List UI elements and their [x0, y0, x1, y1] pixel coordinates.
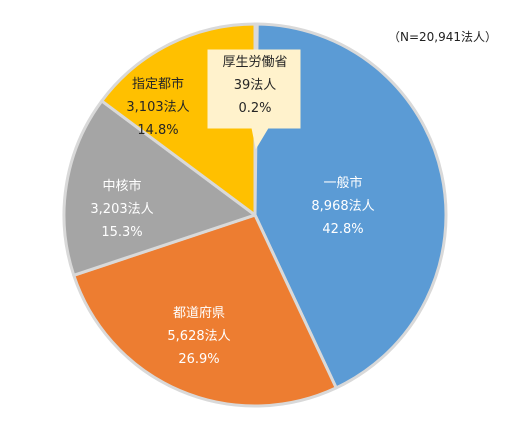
label-name-core-city: 中核市 [102, 178, 141, 194]
callout-box [207, 49, 301, 150]
label-value-mhlw: 39法人 [234, 78, 277, 93]
label-percent-core-city: 15.3% [101, 225, 142, 240]
slice-core-city [62, 99, 257, 277]
slice-prefecture [72, 213, 338, 408]
label-percent-prefecture: 26.9% [178, 352, 219, 367]
label-value-prefecture: 5,628法人 [167, 329, 230, 344]
slice-general-city [253, 22, 448, 390]
label-name-general-city: 一般市 [323, 175, 362, 191]
slice-labels: 厚生労働省 39法人 0.2% 一般市 8,968法人 42.8% 都道府県 5,628法人 2… [90, 49, 375, 367]
label-percent-general-city: 42.8% [322, 222, 363, 237]
data-label-mhlw: 厚生労働省 39法人 0.2% [207, 49, 301, 150]
pie-slices [62, 22, 448, 408]
label-name-mhlw: 厚生労働省 [222, 55, 287, 70]
label-value-core-city: 3,203法人 [90, 202, 153, 217]
label-name-designated-city: 指定都市 [132, 76, 184, 92]
label-value-general-city: 8,968法人 [311, 199, 374, 214]
data-label-prefecture: 都道府県 5,628法人 26.9% [167, 306, 230, 367]
data-label-general-city: 一般市 8,968法人 42.8% [311, 175, 374, 237]
data-label-designated-city: 指定都市 3,103法人 14.8% [126, 76, 189, 138]
label-name-prefecture: 都道府県 [173, 306, 225, 321]
label-value-designated-city: 3,103法人 [126, 100, 189, 115]
label-percent-designated-city: 14.8% [137, 123, 178, 138]
data-label-core-city: 中核市 3,203法人 15.3% [90, 178, 153, 240]
label-percent-mhlw: 0.2% [238, 101, 271, 116]
sample-size-note: （N=20,941法人） [387, 30, 497, 44]
